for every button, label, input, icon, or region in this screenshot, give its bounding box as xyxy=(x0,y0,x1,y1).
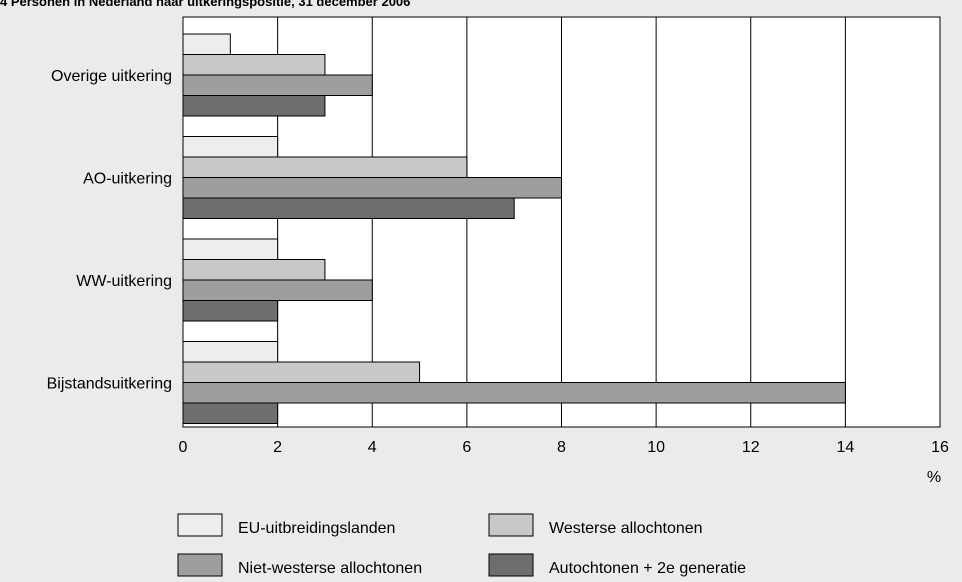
bars xyxy=(182,33,846,424)
legend-swatch xyxy=(177,553,223,577)
x-axis-label: % xyxy=(927,469,941,486)
bar xyxy=(182,136,279,158)
tick-label: 14 xyxy=(836,439,854,456)
plot-frame xyxy=(182,16,941,428)
bar xyxy=(182,238,279,260)
legend: EU-uitbreidingslanden Westerse allochtone… xyxy=(177,513,746,577)
bar xyxy=(182,156,468,178)
legend-swatch xyxy=(488,513,534,537)
bar xyxy=(182,402,279,424)
tick-label: 2 xyxy=(273,439,282,456)
bar xyxy=(182,33,231,55)
x-tick-labels: 0 2 4 6 8 10 12 14 16 xyxy=(179,439,949,456)
bar xyxy=(182,300,279,322)
tick-label: 12 xyxy=(742,439,760,456)
legend-label: Autochtonen + 2e generatie xyxy=(549,560,746,577)
legend-swatch xyxy=(177,513,223,537)
category-label: Bijstandsuitkering xyxy=(47,376,172,393)
tick-label: 0 xyxy=(179,439,188,456)
bar xyxy=(182,279,373,301)
category-label: Overige uitkering xyxy=(51,68,172,85)
legend-label: EU-uitbreidingslanden xyxy=(238,520,395,537)
legend-label: Niet-westerse allochtonen xyxy=(238,560,422,577)
legend-swatch xyxy=(488,553,534,577)
bar xyxy=(182,382,846,404)
bar xyxy=(182,341,279,363)
bar xyxy=(182,259,326,281)
legend-label: Westerse allochtonen xyxy=(549,520,703,537)
category-label: AO-uitkering xyxy=(83,171,172,188)
bar xyxy=(182,54,326,76)
tick-label: 6 xyxy=(462,439,471,456)
chart-title: 4 Personen in Nederland naar uitkeringsp… xyxy=(0,0,411,9)
tick-label: 10 xyxy=(647,439,665,456)
tick-label: 4 xyxy=(368,439,377,456)
tick-label: 16 xyxy=(931,439,949,456)
bar xyxy=(182,361,421,383)
bar xyxy=(182,197,515,219)
category-labels: Overige uitkering AO-uitkering WW-uitkerin… xyxy=(47,68,172,393)
bar xyxy=(182,95,326,117)
category-label: WW-uitkering xyxy=(76,273,172,290)
bar xyxy=(182,74,373,96)
bar xyxy=(182,177,562,199)
tick-label: 8 xyxy=(557,439,566,456)
